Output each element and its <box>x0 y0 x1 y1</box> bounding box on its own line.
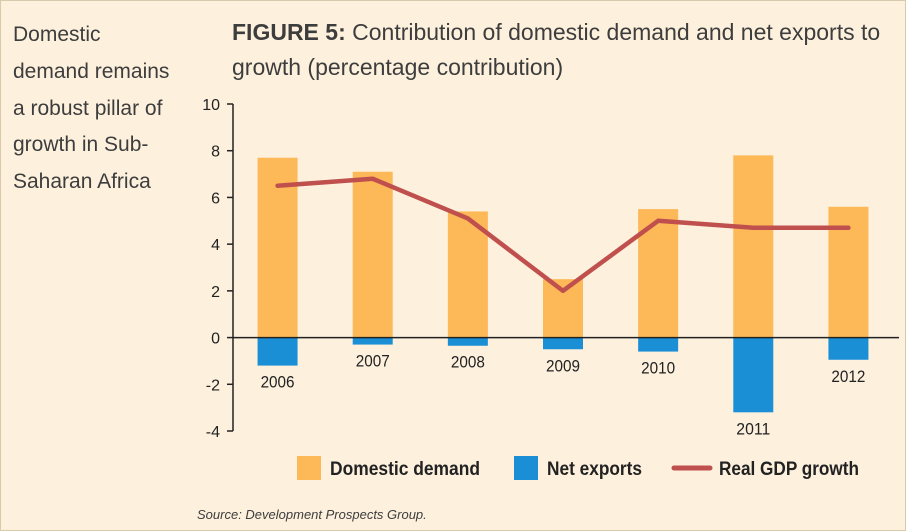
domestic-demand-bar-2007 <box>352 171 393 338</box>
net-exports-bar-2006 <box>257 337 298 366</box>
x-tick-label-2006: 2006 <box>261 373 295 392</box>
net-exports-bar-2011 <box>733 337 774 413</box>
x-tick-label-2010: 2010 <box>641 359 675 378</box>
x-tick-label-2012: 2012 <box>831 367 865 386</box>
figure-title-text: Contribution of domestic demand and net … <box>232 19 881 80</box>
legend-swatch-net-exports <box>514 456 538 480</box>
x-tick-label-2008: 2008 <box>451 353 485 372</box>
y-tick-label-10: 10 <box>202 97 220 114</box>
net-exports-bar-2009 <box>543 337 583 350</box>
figure-number: FIGURE 5: <box>232 19 346 45</box>
net-exports-bar-2007 <box>352 337 393 345</box>
y-tick-label--2: -2 <box>206 377 220 394</box>
domestic-demand-bar-2008 <box>447 211 488 338</box>
y-tick-label-6: 6 <box>211 190 220 207</box>
net-exports-bar-2008 <box>447 337 488 346</box>
y-tick-label-2: 2 <box>211 284 220 301</box>
legend-label-net-exports: Net exports <box>547 459 642 480</box>
figure-title: FIGURE 5: Contribution of domestic deman… <box>232 15 882 85</box>
x-tick-label-2007: 2007 <box>356 352 390 371</box>
x-tick-label-2011: 2011 <box>736 419 770 438</box>
domestic-demand-bar-2009 <box>543 279 583 338</box>
legend-label-real-gdp-growth: Real GDP growth <box>719 459 859 480</box>
sidebar-caption: Domestic demand remains a robust pillar … <box>13 23 170 194</box>
source-note: Source: Development Prospects Group. <box>197 507 427 522</box>
legend-swatch-domestic-demand <box>297 456 321 480</box>
net-exports-bar-2012 <box>828 337 869 360</box>
legend-label-domestic-demand: Domestic demand <box>330 459 480 480</box>
y-tick-label-8: 8 <box>211 144 220 161</box>
y-tick-label-4: 4 <box>211 237 220 254</box>
net-exports-bar-2010 <box>638 337 679 352</box>
domestic-demand-bar-2011 <box>733 155 774 338</box>
y-tick-label--4: -4 <box>206 424 220 441</box>
x-tick-label-2009: 2009 <box>546 356 580 375</box>
y-tick-label-0: 0 <box>211 331 220 348</box>
